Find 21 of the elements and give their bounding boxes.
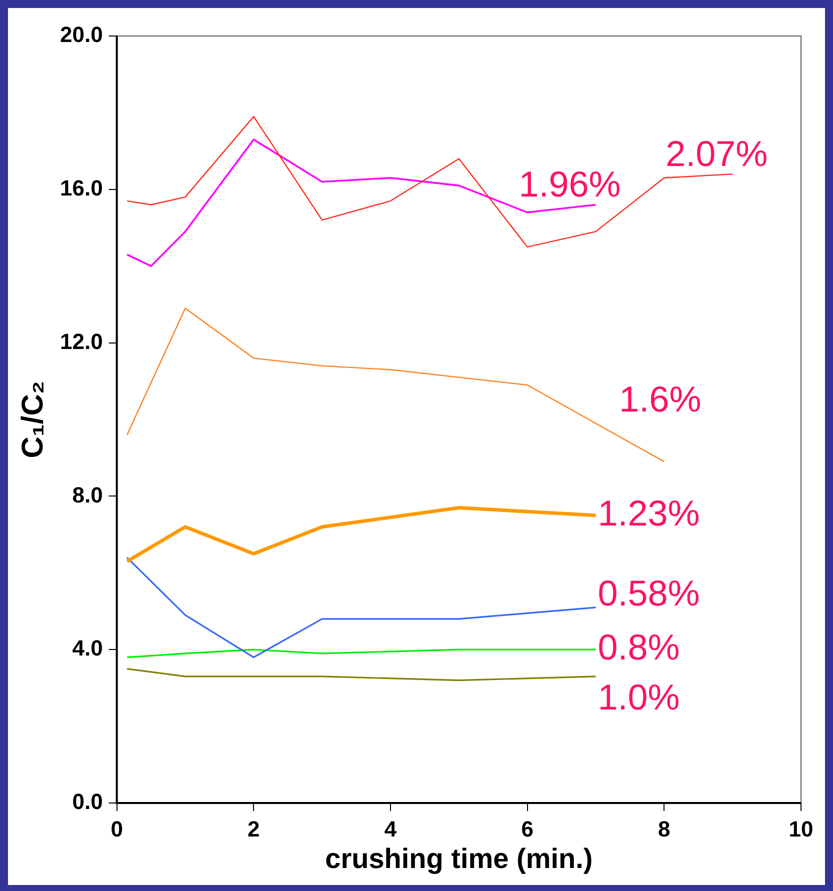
series-label: 1.23% [598, 492, 700, 534]
x-tick-label: 4 [384, 816, 398, 842]
x-tick-label: 2 [248, 816, 260, 842]
y-tick-label: 20.0 [60, 22, 103, 48]
x-tick-label: 8 [658, 816, 670, 842]
y-tick-label: 12.0 [60, 328, 103, 354]
y-tick-label: 4.0 [72, 636, 103, 661]
x-tick-label: 6 [521, 816, 534, 842]
series-label: 0.8% [598, 626, 680, 668]
series-label: 1.6% [619, 378, 702, 420]
x-tick-label: 0 [110, 816, 123, 842]
y-axis-title: C₁/C₂ [16, 380, 50, 458]
series-label: 2.07% [666, 132, 768, 174]
y-tick-label: 16.0 [60, 175, 103, 200]
series-label: 1.0% [598, 676, 680, 718]
y-tick-label: 8.0 [72, 482, 103, 508]
y-tick-label: 0.0 [72, 789, 103, 814]
series-label: 0.58% [598, 572, 700, 614]
series-label: 1.96% [518, 164, 621, 205]
x-tick-label: 10 [788, 816, 814, 842]
x-axis-title: crushing time (min.) [325, 842, 593, 874]
